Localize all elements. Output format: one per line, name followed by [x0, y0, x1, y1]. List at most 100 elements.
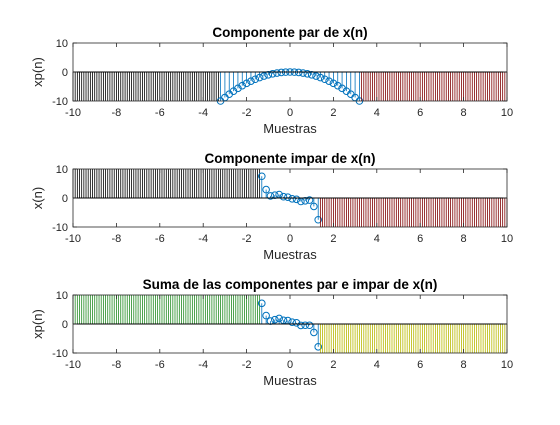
series-2 [257, 299, 323, 351]
stem-marker [303, 70, 312, 78]
stem-marker [325, 77, 333, 85]
subplot-title: Componente par de x(n) [212, 25, 367, 40]
stem-marker [299, 69, 307, 77]
stem-marker [314, 215, 323, 224]
x-tick-label: 2 [330, 233, 336, 245]
stem-marker [257, 299, 266, 308]
subplot-title: Suma de las componentes par e impar de x… [143, 277, 438, 292]
x-tick-label: -8 [112, 233, 122, 245]
x-axis-label: Muestras [263, 247, 317, 262]
stem-marker [275, 314, 283, 323]
stem-marker [262, 185, 270, 194]
y-axis-label: xp(n) [30, 57, 45, 87]
series-1 [72, 169, 261, 198]
stem-marker [271, 315, 279, 324]
stem-marker [251, 75, 260, 84]
stem-marker [268, 70, 277, 78]
x-tick-label: 10 [501, 107, 513, 119]
stem-marker [262, 311, 270, 320]
stem-marker [255, 73, 264, 82]
y-tick-label: -10 [52, 348, 68, 360]
x-tick-label: 8 [461, 107, 467, 119]
y-axis-label: x(n) [30, 187, 45, 209]
stem-marker [247, 77, 255, 85]
stem-marker [234, 84, 242, 93]
y-tick-label: 0 [62, 67, 68, 79]
x-tick-label: 2 [330, 359, 336, 371]
series-2 [216, 68, 364, 105]
x-tick-label: 0 [287, 359, 293, 371]
x-tick-label: 6 [417, 233, 423, 245]
x-tick-label: 6 [417, 359, 423, 371]
stem-marker [257, 172, 266, 181]
stem-marker [314, 343, 323, 351]
stem-marker [305, 321, 314, 330]
x-tick-label: -4 [198, 107, 208, 119]
stem-marker [288, 318, 296, 327]
x-tick-label: -4 [198, 359, 208, 371]
stem-marker [273, 69, 281, 77]
x-tick-label: 0 [287, 107, 293, 119]
subplot-3: -10 -8 -6 -4 -2 0 2 4 6 8 10 -10 0 10 Suma de las comp… [30, 277, 513, 388]
y-tick-label: 10 [56, 38, 68, 50]
series-3 [319, 324, 508, 353]
x-tick-label: -2 [242, 107, 252, 119]
stem-marker [312, 72, 320, 80]
series-1 [72, 295, 261, 324]
series-1 [72, 72, 219, 101]
stem-marker [310, 328, 318, 337]
x-tick-label: 4 [374, 359, 380, 371]
x-tick-label: -10 [65, 233, 81, 245]
stem-marker [297, 321, 305, 330]
x-tick-label: 6 [417, 107, 423, 119]
x-tick-label: 4 [374, 107, 380, 119]
y-tick-label: 0 [62, 193, 68, 205]
stem-marker [292, 195, 301, 204]
stem-marker [260, 72, 268, 80]
x-tick-label: -6 [155, 359, 165, 371]
stem-marker [301, 196, 309, 205]
x-tick-label: -10 [65, 107, 81, 119]
stem-marker [333, 81, 342, 90]
y-tick-label: 10 [56, 164, 68, 176]
stem-marker [310, 202, 318, 211]
x-tick-label: -2 [242, 359, 252, 371]
subplot-1: -10 -8 -6 -4 -2 0 2 4 6 8 10 -10 0 10 Componente par d… [30, 25, 513, 136]
y-tick-label: 0 [62, 319, 68, 331]
x-tick-label: -8 [112, 359, 122, 371]
x-tick-label: 8 [461, 359, 467, 371]
stem-marker [279, 192, 288, 201]
stem-marker [292, 319, 301, 327]
stem-marker [305, 196, 314, 204]
x-tick-label: -8 [112, 107, 122, 119]
stem-marker [316, 73, 325, 82]
x-axis-label: Muestras [263, 121, 317, 136]
x-tick-label: 4 [374, 233, 380, 245]
series-2 [257, 172, 323, 224]
y-tick-label: -10 [52, 96, 68, 108]
x-tick-label: -2 [242, 233, 252, 245]
stem-marker [301, 321, 309, 330]
x-tick-label: -10 [65, 359, 81, 371]
x-tick-label: 10 [501, 233, 513, 245]
series-3 [361, 72, 508, 101]
x-tick-label: -6 [155, 107, 165, 119]
y-tick-label: 10 [56, 290, 68, 302]
stem-marker [284, 193, 292, 201]
stem-marker [242, 79, 251, 88]
subplot-2: -10 -8 -6 -4 -2 0 2 4 6 8 10 -10 0 10 Componente impar… [30, 151, 513, 262]
subplot-title: Componente impar de x(n) [204, 151, 375, 166]
stem-marker [329, 79, 338, 88]
x-tick-label: 0 [287, 233, 293, 245]
stem-marker [288, 195, 296, 203]
stem-marker [238, 81, 247, 90]
series-3 [319, 198, 508, 227]
stem-marker [266, 192, 275, 200]
x-tick-label: -6 [155, 233, 165, 245]
y-tick-label: -10 [52, 222, 68, 234]
x-tick-label: -4 [198, 233, 208, 245]
stem-marker [320, 75, 329, 84]
x-tick-label: 8 [461, 233, 467, 245]
